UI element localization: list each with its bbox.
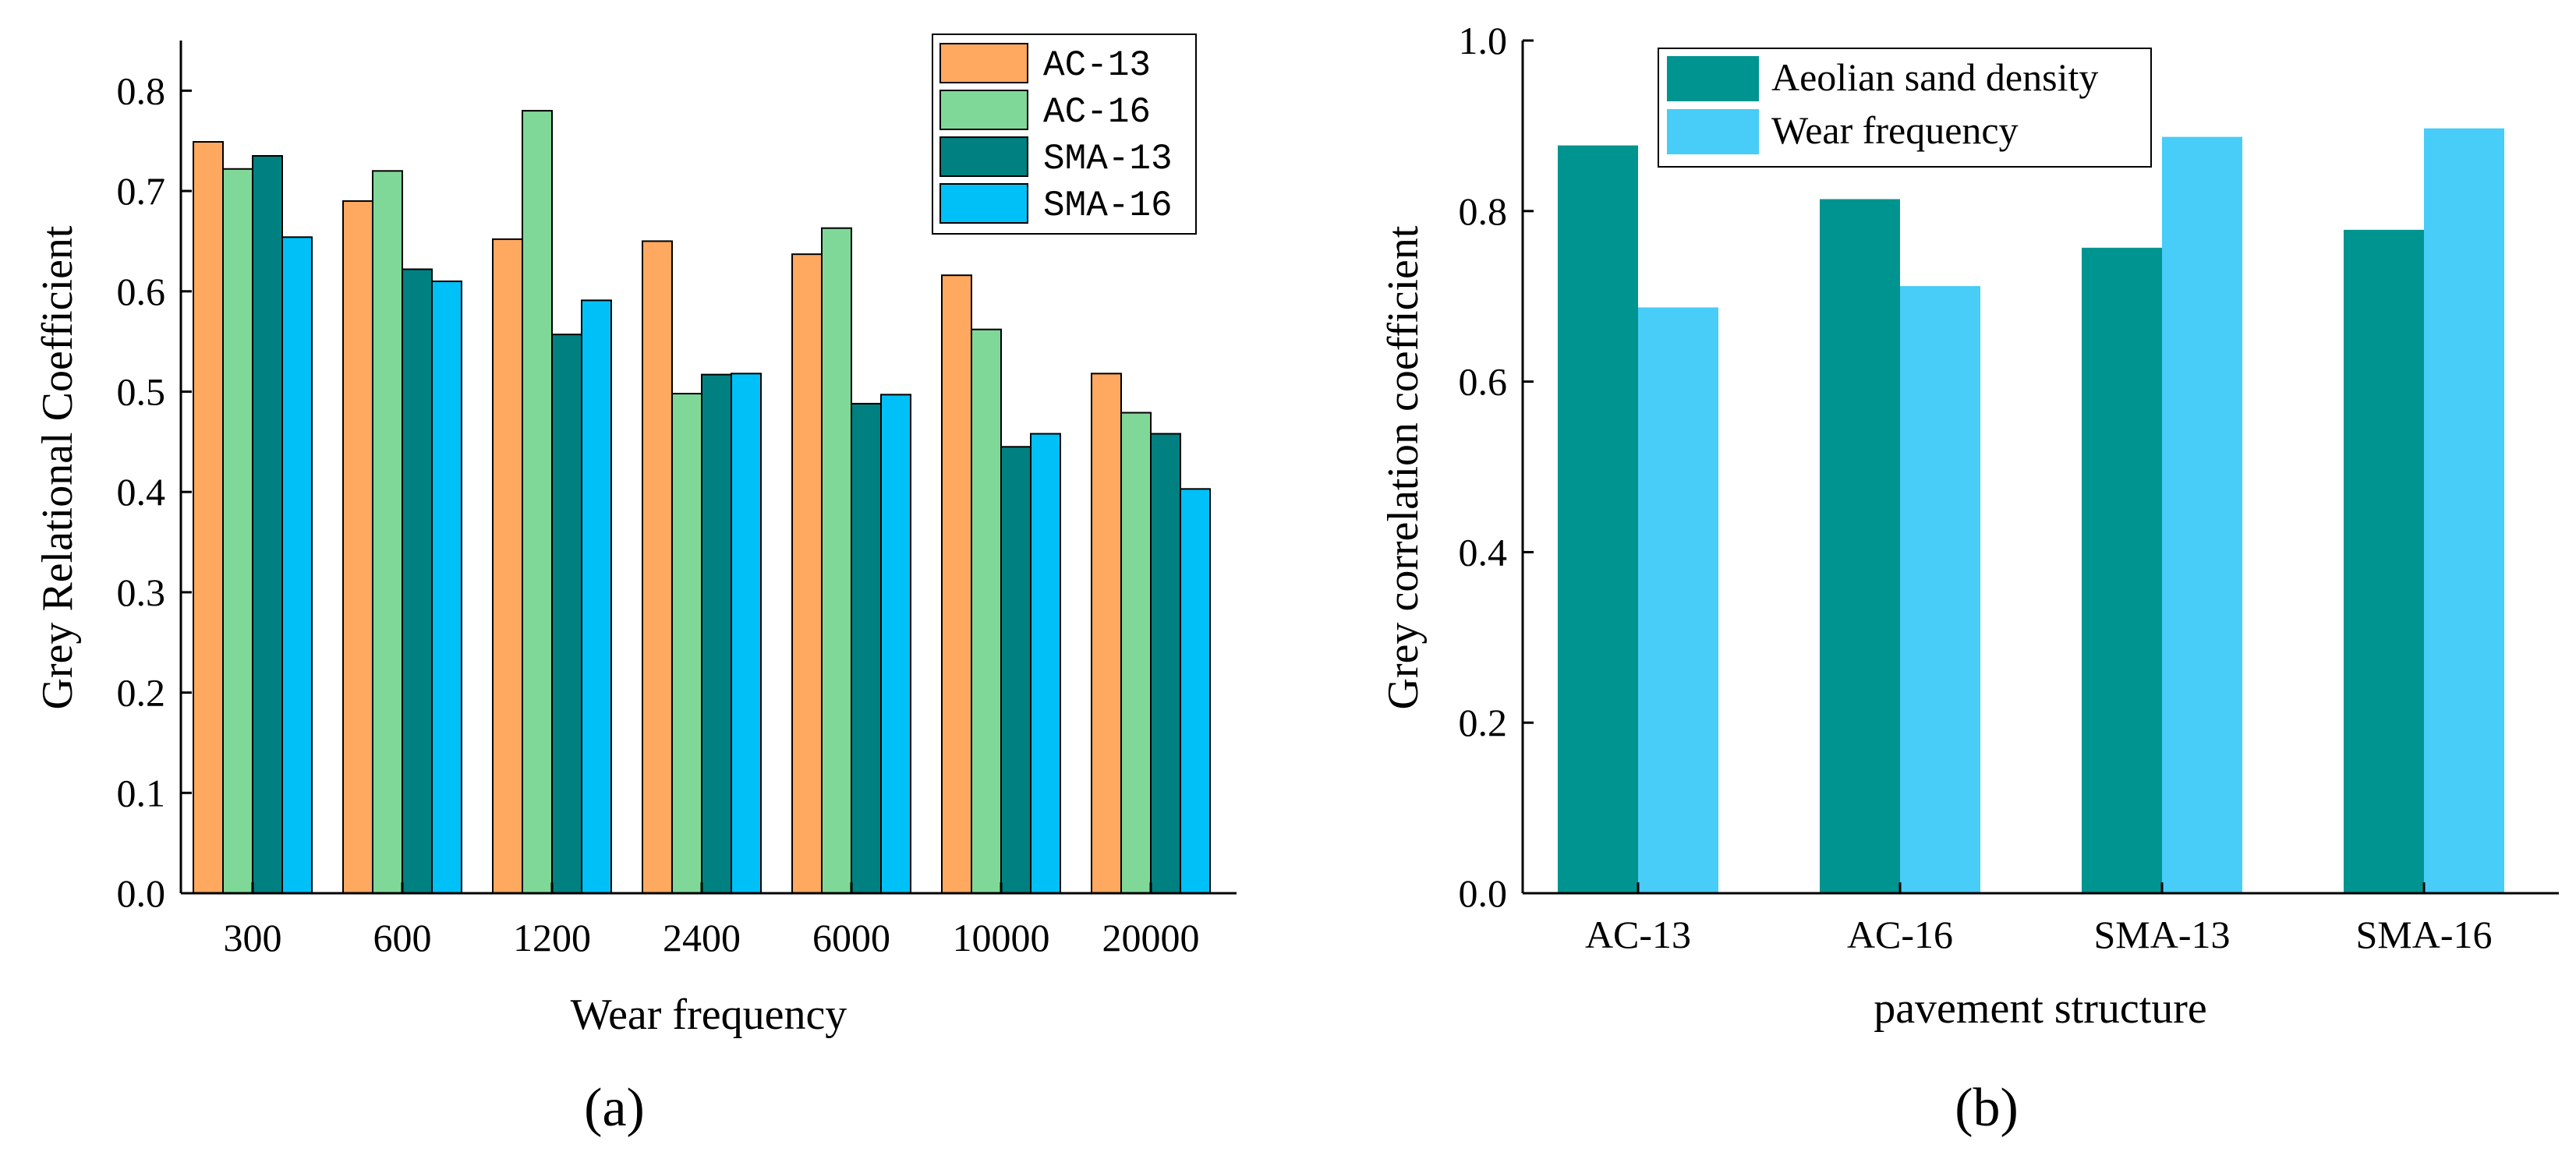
bar-sma-16-300	[281, 236, 313, 894]
y-tick-label: 0.2	[117, 671, 166, 715]
y-tick-label: 0.3	[117, 571, 166, 614]
bar-ac-16-300	[222, 168, 253, 894]
bar-sma-13-20000	[1150, 433, 1181, 894]
panel-label-a: (a)	[584, 1078, 645, 1138]
x-tick-label: AC-13	[1585, 913, 1691, 956]
y-tick-label: 0.7	[117, 169, 166, 213]
legend-swatch-sma-13	[939, 136, 1028, 177]
chart-b-y-title: Grey correlation coefficient	[1379, 225, 1428, 709]
bar-ac-13-300	[193, 140, 224, 895]
y-tick-label: 0.6	[117, 270, 166, 313]
chart-b: 0.0 0.2 0.4 0.6 0.8 1.0 AC-13 AC-16 SMA-13 SMA-1…	[1379, 19, 2559, 1138]
bar-ac-16-6000	[821, 227, 852, 894]
y-tick-label: 0.6	[1459, 360, 1508, 404]
bar-sma-13-2400	[701, 373, 732, 894]
chart-b-y-ticks: 0.0 0.2 0.4 0.6 0.8 1.0	[1459, 19, 1534, 915]
bar-sma-13-1200	[551, 334, 582, 895]
bar-ac-13-20000	[1091, 373, 1122, 894]
chart-a-legend: AC-13 AC-16 SMA-13 SMA-16	[932, 34, 1197, 235]
legend-swatch-aeolian-sand-density	[1667, 56, 1759, 101]
x-tick-label: 1200	[513, 916, 591, 959]
legend-swatch-ac-16	[939, 90, 1028, 130]
bar-sma-16-1200	[581, 299, 612, 895]
bar-ac-16-600	[372, 170, 403, 895]
x-tick-label: 300	[224, 916, 282, 959]
bar-ac-13-6000	[791, 253, 823, 894]
bar-ac-13-600	[342, 200, 373, 895]
y-tick-label: 0.8	[117, 69, 166, 112]
bar-aeolian-sand-density-sma-13	[2082, 247, 2162, 893]
bar-wear-frequency-ac-16	[1900, 286, 1980, 893]
legend-label-aeolian-sand-density: Aeolian sand density	[1771, 55, 2098, 99]
bar-aeolian-sand-density-ac-13	[1558, 145, 1638, 893]
y-tick-label: 0.4	[1459, 530, 1508, 574]
legend-swatch-ac-13	[939, 43, 1028, 83]
chart-a-x-ticks: 300 600 1200 2400 6000 10000 20000	[224, 882, 1200, 959]
bar-ac-16-10000	[971, 328, 1002, 895]
chart-a-x-title: Wear frequency	[571, 991, 847, 1039]
bar-wear-frequency-sma-13	[2162, 136, 2242, 893]
legend-label-sma-16: SMA-16	[1043, 186, 1173, 226]
bar-sma-16-2400	[731, 373, 762, 894]
bar-ac-13-10000	[941, 274, 972, 894]
legend-label-ac-16: AC-16	[1043, 92, 1151, 133]
panel-label-b: (b)	[1955, 1078, 2019, 1138]
x-tick-label: SMA-13	[2093, 913, 2230, 956]
legend-swatch-sma-16	[939, 183, 1028, 224]
chart-b-x-ticks: AC-13 AC-16 SMA-13 SMA-16	[1585, 882, 2493, 956]
y-tick-label: 0.2	[1459, 701, 1508, 744]
y-tick-label: 0.0	[117, 871, 166, 915]
legend-label-sma-13: SMA-13	[1043, 139, 1173, 179]
legend-label-ac-13: AC-13	[1043, 45, 1151, 86]
bar-ac-16-2400	[671, 393, 702, 895]
bar-wear-frequency-ac-13	[1638, 307, 1718, 893]
bar-sma-13-300	[252, 155, 283, 894]
chart-b-legend: Aeolian sand density Wear frequency	[1658, 48, 2152, 168]
chart-a: 0.0 0.1 0.2 0.3 0.4 0.5 0.6 0.7 0.8 300 600 1200 24…	[34, 34, 1237, 1138]
bar-sma-13-6000	[851, 402, 882, 894]
bar-sma-16-10000	[1030, 433, 1061, 894]
bar-ac-16-20000	[1120, 412, 1152, 894]
chart-a-y-ticks: 0.0 0.1 0.2 0.3 0.4 0.5 0.6 0.7 0.8	[117, 69, 192, 915]
bar-wear-frequency-sma-16	[2424, 128, 2504, 893]
x-tick-label: 600	[373, 916, 432, 959]
x-tick-label: 2400	[663, 916, 741, 959]
bar-aeolian-sand-density-sma-16	[2344, 229, 2424, 893]
bar-sma-16-600	[431, 280, 462, 894]
legend-label-wear-frequency: Wear frequency	[1771, 108, 2019, 152]
bar-ac-13-2400	[642, 240, 673, 895]
y-tick-label: 0.5	[117, 369, 166, 413]
bar-sma-13-600	[402, 268, 433, 894]
y-tick-label: 0.1	[117, 771, 166, 814]
y-tick-label: 0.4	[117, 470, 166, 514]
x-tick-label: 6000	[812, 916, 890, 959]
chart-a-bars	[193, 110, 1211, 895]
x-tick-label: 10000	[953, 916, 1050, 959]
legend-swatch-wear-frequency	[1667, 109, 1759, 154]
x-tick-label: SMA-16	[2355, 913, 2492, 956]
bar-sma-16-20000	[1180, 488, 1211, 894]
x-tick-label: AC-16	[1847, 913, 1953, 956]
y-tick-label: 0.0	[1459, 871, 1508, 915]
bar-sma-16-6000	[880, 394, 911, 894]
bar-sma-13-10000	[1000, 446, 1031, 894]
y-tick-label: 1.0	[1459, 19, 1508, 62]
chart-a-y-title: Grey Relational Coefficient	[34, 225, 82, 709]
y-tick-label: 0.8	[1459, 189, 1508, 233]
x-tick-label: 20000	[1102, 916, 1200, 959]
bar-aeolian-sand-density-ac-16	[1820, 199, 1900, 893]
chart-b-x-title: pavement structure	[1874, 984, 2207, 1033]
bar-ac-16-1200	[522, 110, 553, 894]
bar-ac-13-1200	[492, 238, 523, 894]
chart-b-bars	[1558, 128, 2504, 893]
